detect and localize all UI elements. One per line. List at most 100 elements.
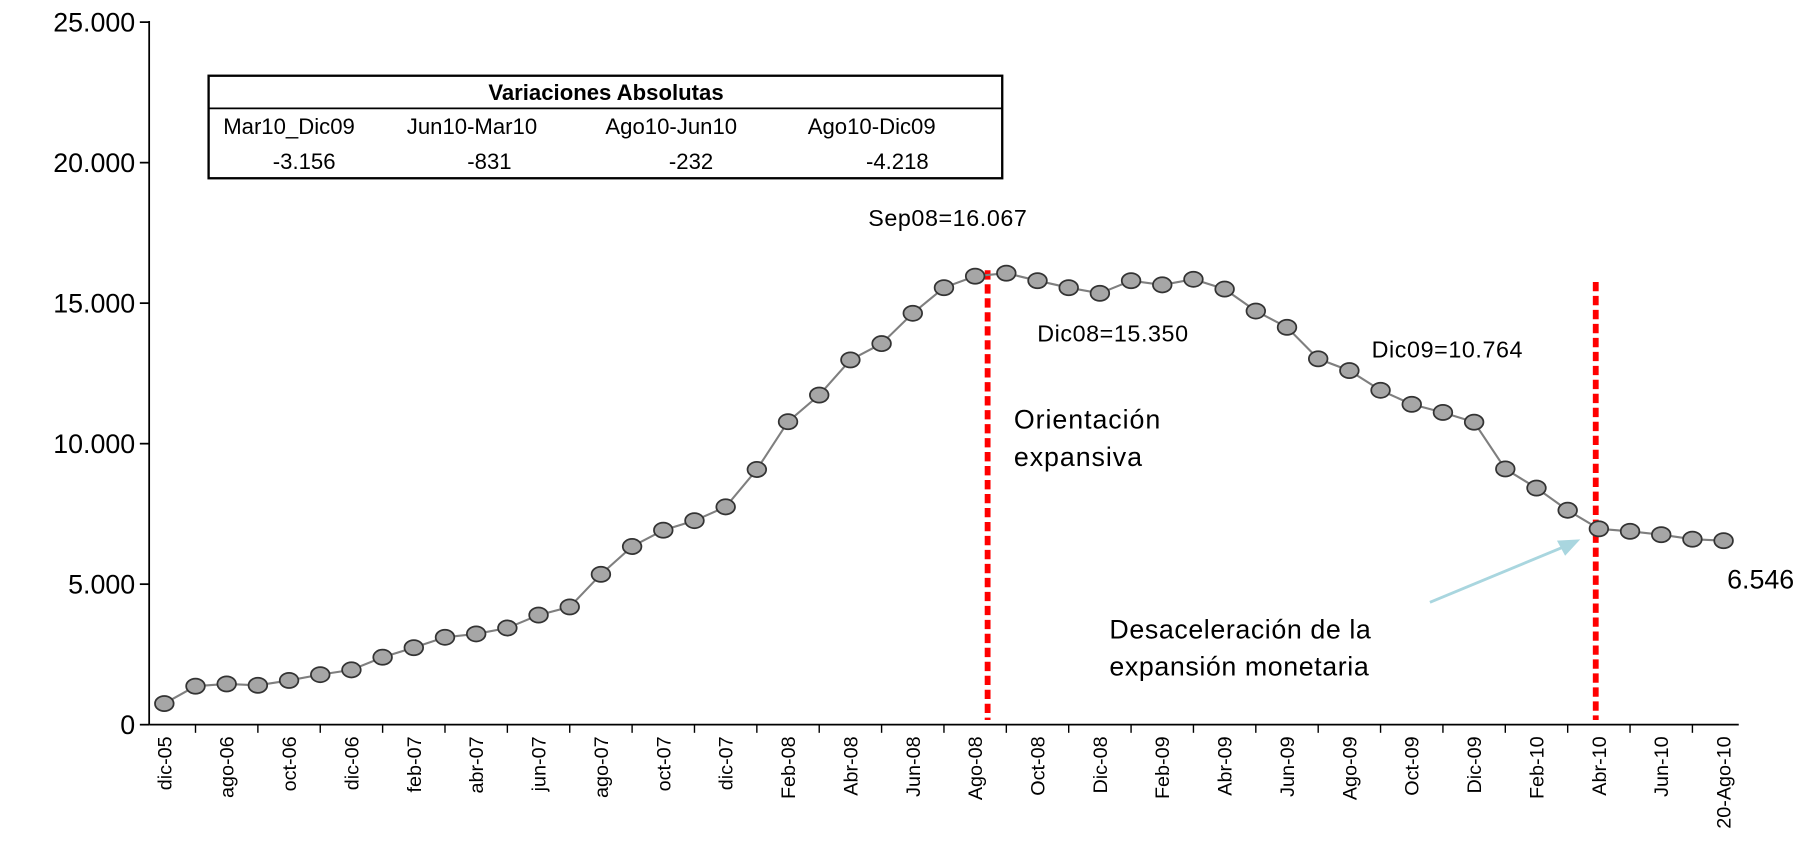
table-header: Mar10_Dic09 [223,114,355,139]
data-point [1526,479,1547,497]
data-point [715,498,736,516]
data-point [1557,501,1578,519]
data-point [1152,276,1173,294]
x-tick-label: Abr-08 [840,736,862,795]
data-point [1214,280,1235,298]
y-tick-label: 5.000 [68,569,135,599]
data-point [1495,460,1516,478]
data-point [621,538,643,555]
x-tick-label: Jun-09 [1277,736,1299,797]
y-tick-label: 25.000 [53,7,135,37]
data-point [1276,318,1298,336]
data-point [1401,395,1422,413]
table-value: -4.218 [866,149,929,174]
x-tick-label: 20-Ago-10 [1714,736,1736,828]
table-header: Ago10-Dic09 [808,114,936,139]
annotation: Dic09=10.764 [1372,337,1523,363]
data-point [1432,404,1454,421]
data-point [341,661,362,679]
x-tick-label: Feb-09 [1152,736,1174,799]
arrow-shaft [1429,541,1574,604]
x-tick-label: Ago-09 [1339,736,1361,800]
data-point [372,648,393,666]
data-point [528,606,549,624]
data-point [154,695,175,713]
x-tick-label: ago-06 [217,736,239,798]
x-tick-label: Abr-10 [1589,736,1611,795]
y-tick-label: 20.000 [53,148,135,178]
data-point [1588,520,1610,538]
data-point [684,512,705,530]
x-tick-label: Ago-08 [965,736,987,800]
annotation: Sep08=16.067 [868,205,1027,231]
y-tick-label: 10.000 [53,429,135,459]
x-tick-label: feb-07 [404,736,426,792]
data-point [1651,526,1672,544]
x-tick-label: oct-06 [279,736,301,791]
data-point [1682,530,1703,548]
annotation: expansiva [1014,442,1143,472]
data-point [1089,284,1111,302]
data-point [216,675,237,693]
data-point [809,386,830,404]
data-point [1245,302,1267,320]
annotation: Dic08=15.350 [1037,320,1188,346]
inset-table [207,74,1004,180]
data-point [1463,413,1485,431]
x-tick-label: dic-06 [341,736,363,790]
y-tick-label: 0 [120,710,135,740]
x-tick-label: dic-07 [716,736,738,790]
data-point [933,279,955,297]
data-point [746,461,768,478]
table-header: Jun10-Mar10 [407,114,537,139]
annotation: 6.546 [1727,564,1794,594]
data-point [403,639,425,657]
data-point [871,335,892,353]
table-value: -232 [669,149,713,174]
arrow-head [1556,539,1581,556]
table-value: -3.156 [273,149,336,174]
data-point [1713,532,1734,550]
table-value: -831 [467,149,511,174]
annotation: Desaceleración de la [1109,614,1371,644]
x-tick-label: abr-07 [466,736,488,793]
data-point [247,676,269,694]
data-point [434,628,456,646]
x-tick-label: jun-07 [529,736,551,792]
x-tick-label: Oct-08 [1028,736,1050,795]
x-tick-label: dic-05 [154,736,176,790]
data-point [278,671,300,689]
x-tick-label: Jun-10 [1651,736,1673,797]
data-point [1370,381,1391,399]
data-point [310,666,331,684]
data-point [964,267,986,285]
x-tick-label: Feb-08 [778,736,800,799]
data-point [1183,270,1204,288]
table-header: Ago10-Jun10 [605,114,737,139]
annotation: Orientación [1014,405,1161,435]
x-tick-label: Dic-09 [1464,736,1486,793]
data-point [996,264,1017,282]
x-tick-label: Dic-08 [1090,736,1112,793]
y-tick-label: 15.000 [53,288,135,318]
data-point [1120,272,1142,290]
x-tick-label: Feb-10 [1526,736,1548,799]
x-tick-label: Jun-08 [903,736,925,797]
data-point [1307,350,1329,368]
data-point [1027,272,1048,290]
x-tick-label: oct-07 [653,736,675,791]
data-point [1058,279,1079,297]
data-point [590,565,612,583]
x-tick-label: Oct-09 [1402,736,1424,795]
data-point [1339,362,1360,380]
table-title: Variaciones Absolutas [488,80,723,105]
data-point [559,598,580,616]
data-point [840,351,861,369]
data-point [465,625,487,643]
data-point [653,521,674,539]
data-point [777,413,799,431]
data-point [185,677,206,695]
data-point [902,304,923,322]
x-tick-label: ago-07 [591,736,613,798]
